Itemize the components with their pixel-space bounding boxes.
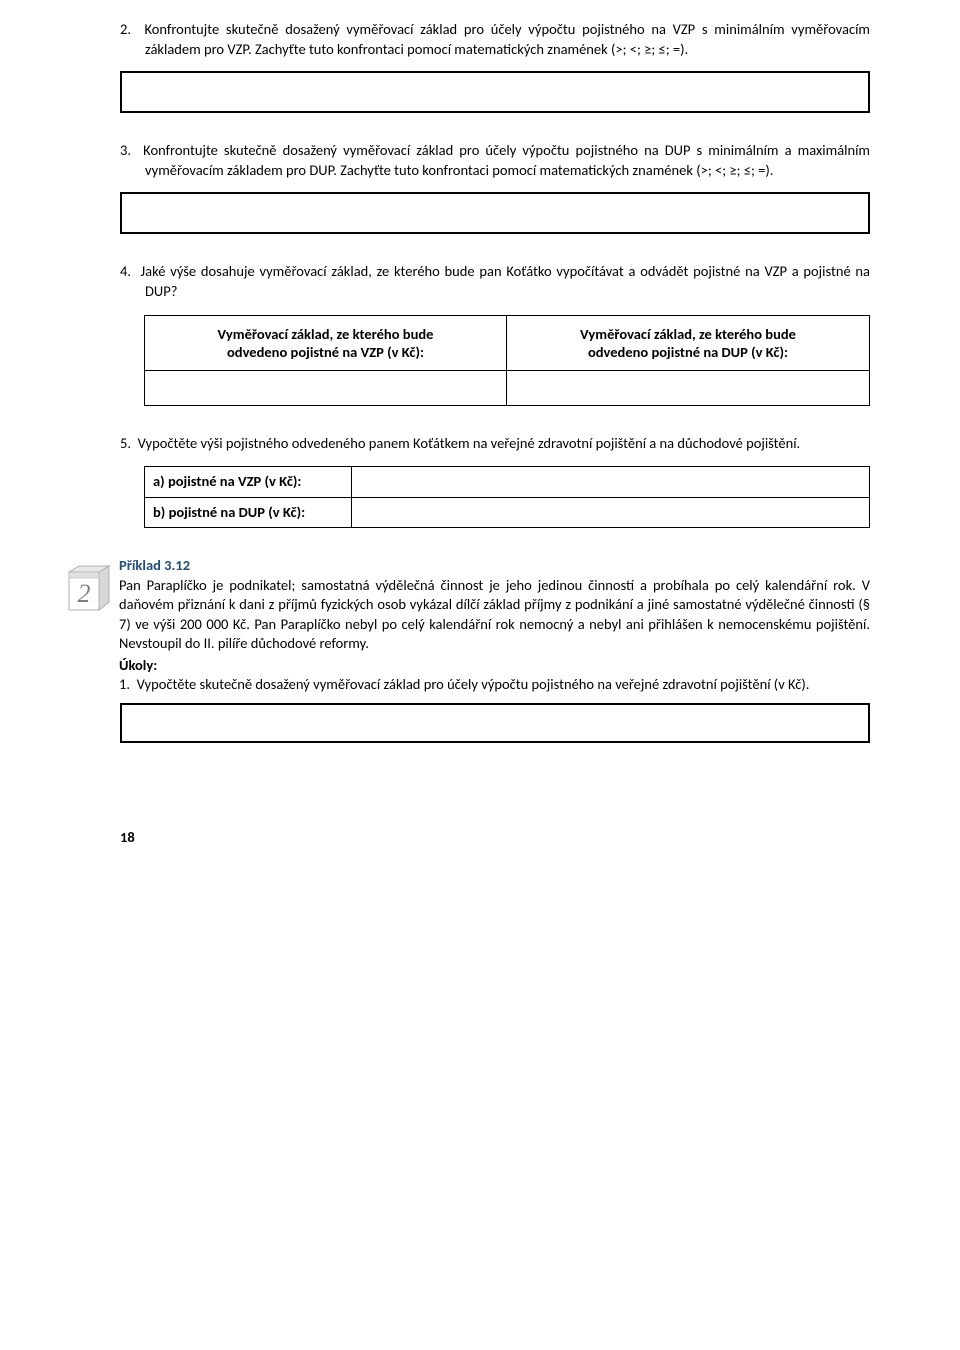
q4-col2-line2: odvedeno pojistné na DUP (v Kč):: [588, 343, 788, 361]
q5-text: Vypočtěte výši pojistného odvedeného pan…: [138, 434, 801, 452]
q5-value-a[interactable]: [352, 466, 870, 498]
question-4: 4. Jaké výše dosahuje vyměřovací základ,…: [120, 262, 870, 301]
question-3: 3. Konfrontujte skutečně dosažený vyměřo…: [120, 141, 870, 180]
priklad-title: Příklad 3.12: [119, 556, 870, 576]
q4-col2-line1: Vyměřovací základ, ze kterého bude: [580, 325, 796, 343]
q5-label-a: a) pojistné na VZP (v Kč):: [144, 466, 352, 498]
priklad-section: 2 Příklad 3.12 Pan Paraplíčko je podnika…: [65, 556, 870, 695]
answer-box-q3[interactable]: [120, 192, 870, 234]
q3-text: Konfrontujte skutečně dosažený vyměřovac…: [143, 141, 870, 179]
q4-col1-line1: Vyměřovací základ, ze kterého bude: [218, 325, 434, 343]
u1-text: Vypočtěte skutečně dosažený vyměřovací z…: [137, 675, 810, 693]
q3-number: 3.: [120, 141, 131, 159]
answer-box-priklad-u1[interactable]: [120, 703, 870, 743]
q4-col1-header: Vyměřovací základ, ze kterého bude odved…: [144, 315, 507, 371]
q4-col2-header: Vyměřovací základ, ze kterého bude odved…: [507, 315, 870, 371]
priklad-u1: 1. Vypočtěte skutečně dosažený vyměřovac…: [119, 675, 870, 695]
q5-number: 5.: [120, 434, 131, 452]
question-2: 2. Konfrontujte skutečně dosažený vyměřo…: [120, 20, 870, 59]
answer-box-q2[interactable]: [120, 71, 870, 113]
page-number: 18: [120, 828, 870, 848]
q5-table: a) pojistné na VZP (v Kč): b) pojistné n…: [120, 466, 870, 528]
q2-number: 2.: [120, 20, 131, 38]
q4-col1-cell[interactable]: [144, 371, 507, 406]
question-5: 5. Vypočtěte výši pojistného odvedeného …: [120, 434, 870, 454]
q4-text: Jaké výše dosahuje vyměřovací základ, ze…: [141, 262, 870, 300]
q5-value-b[interactable]: [352, 498, 870, 529]
ukoly-label: Úkoly:: [119, 656, 870, 676]
q5-label-b: b) pojistné na DUP (v Kč):: [144, 498, 352, 529]
q4-table: Vyměřovací základ, ze kterého bude odved…: [144, 315, 870, 406]
u1-number: 1.: [119, 675, 130, 693]
q4-number: 4.: [120, 262, 131, 280]
q4-col2-cell[interactable]: [507, 371, 870, 406]
svg-text:2: 2: [78, 579, 91, 608]
priklad-body: Pan Paraplíčko je podnikatel; samostatná…: [119, 576, 870, 654]
calendar-icon: 2: [65, 562, 111, 614]
q2-text: Konfrontujte skutečně dosažený vyměřovac…: [144, 20, 870, 58]
q4-col1-line2: odvedeno pojistné na VZP (v Kč):: [227, 343, 424, 361]
